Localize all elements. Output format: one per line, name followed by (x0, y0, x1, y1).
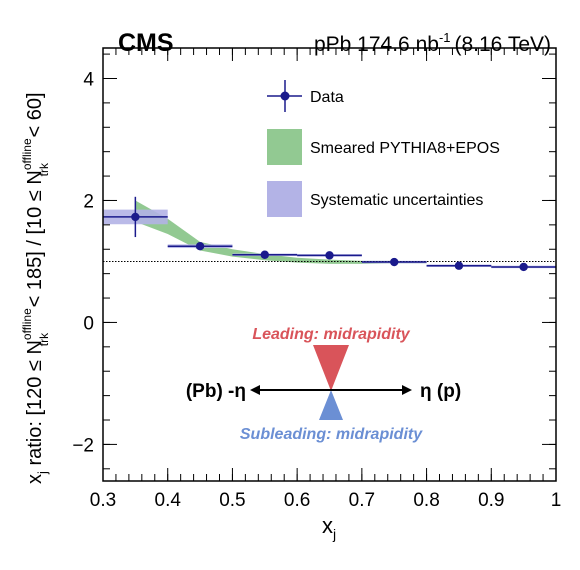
data-point (131, 212, 140, 222)
data-point (260, 250, 269, 259)
x-tick-label: 0.9 (478, 490, 504, 511)
x-tick-label: 0.6 (284, 490, 310, 511)
y-title-part4: < 185] / [10 ≤ N (24, 170, 46, 313)
y-tick-label: −2 (72, 435, 94, 456)
legend-data-marker (267, 80, 302, 112)
subleading-label: Subleading: midrapidity (240, 426, 423, 443)
x-tick-label: 0.4 (155, 490, 182, 511)
y-title-trk-2: trk (37, 162, 51, 176)
x-axis-title-main: x (322, 513, 333, 538)
arrow-right-icon (402, 385, 412, 395)
data-point (519, 262, 528, 272)
x-axis-title-sub: j (332, 526, 336, 542)
y-title-trk-1: trk (37, 332, 51, 346)
y-tick-label: 4 (83, 69, 94, 90)
y-title-part6: < 60] (24, 92, 46, 143)
legend: Data Smeared PYTHIA8+EPOS Systematic unc… (267, 80, 500, 217)
data-point (390, 257, 399, 267)
data-point (325, 251, 334, 260)
legend-data-label: Data (310, 89, 344, 106)
plot-frame (102, 47, 557, 482)
rapidity-inset: Leading: midrapidity (Pb) -η η (p) Suble… (186, 326, 461, 443)
x-tick-label: 1 (551, 490, 562, 511)
subleading-triangle (319, 390, 343, 420)
arrow-left-icon (250, 385, 260, 395)
dataset-sup: -1 (439, 30, 451, 45)
x-tick-label: 0.5 (219, 490, 245, 511)
x-tick-label: 0.8 (413, 490, 439, 511)
experiment-label: CMS (118, 29, 174, 57)
x-axis-title: xj (322, 513, 336, 542)
pb-direction-label: (Pb) -η (186, 381, 246, 402)
legend-model-label: Smeared PYTHIA8+EPOS (310, 140, 500, 157)
leading-label: Leading: midrapidity (252, 326, 410, 343)
energy-label: (8.16 TeV) (455, 33, 552, 56)
y-axis-title: xj ratio: [120 ≤ Noffline trk < 185] / [1… (20, 92, 51, 484)
y-title-part2: ratio: [120 ≤ N (24, 340, 46, 471)
x-tick-label: 0.3 (90, 490, 116, 511)
data-point (195, 242, 205, 251)
y-title-offline-2: offline (20, 138, 34, 170)
p-direction-label: η (p) (420, 381, 461, 402)
axes-layer: 0.3 0.4 0.5 0.6 0.7 0.8 0.9 1 −2 0 2 4 (72, 48, 561, 511)
legend-syst-label: Systematic uncertainties (310, 192, 483, 209)
y-title-x: x (24, 474, 46, 484)
y-tick-label: 2 (83, 191, 94, 212)
y-tick-label: 0 (83, 313, 94, 334)
legend-syst-swatch (267, 181, 302, 217)
dataset-label: pPb 174.6 nb-1 (8.16 TeV) (314, 30, 551, 56)
leading-triangle (313, 345, 349, 391)
data-point (454, 261, 464, 270)
y-title-offline-1: offline (20, 308, 34, 340)
data-layer (103, 196, 556, 272)
y-title-j: j (35, 471, 50, 475)
legend-model-swatch (267, 129, 302, 165)
x-tick-label: 0.7 (349, 490, 375, 511)
legend-data-dot (280, 91, 290, 101)
dataset-main: pPb 174.6 nb (314, 33, 439, 56)
